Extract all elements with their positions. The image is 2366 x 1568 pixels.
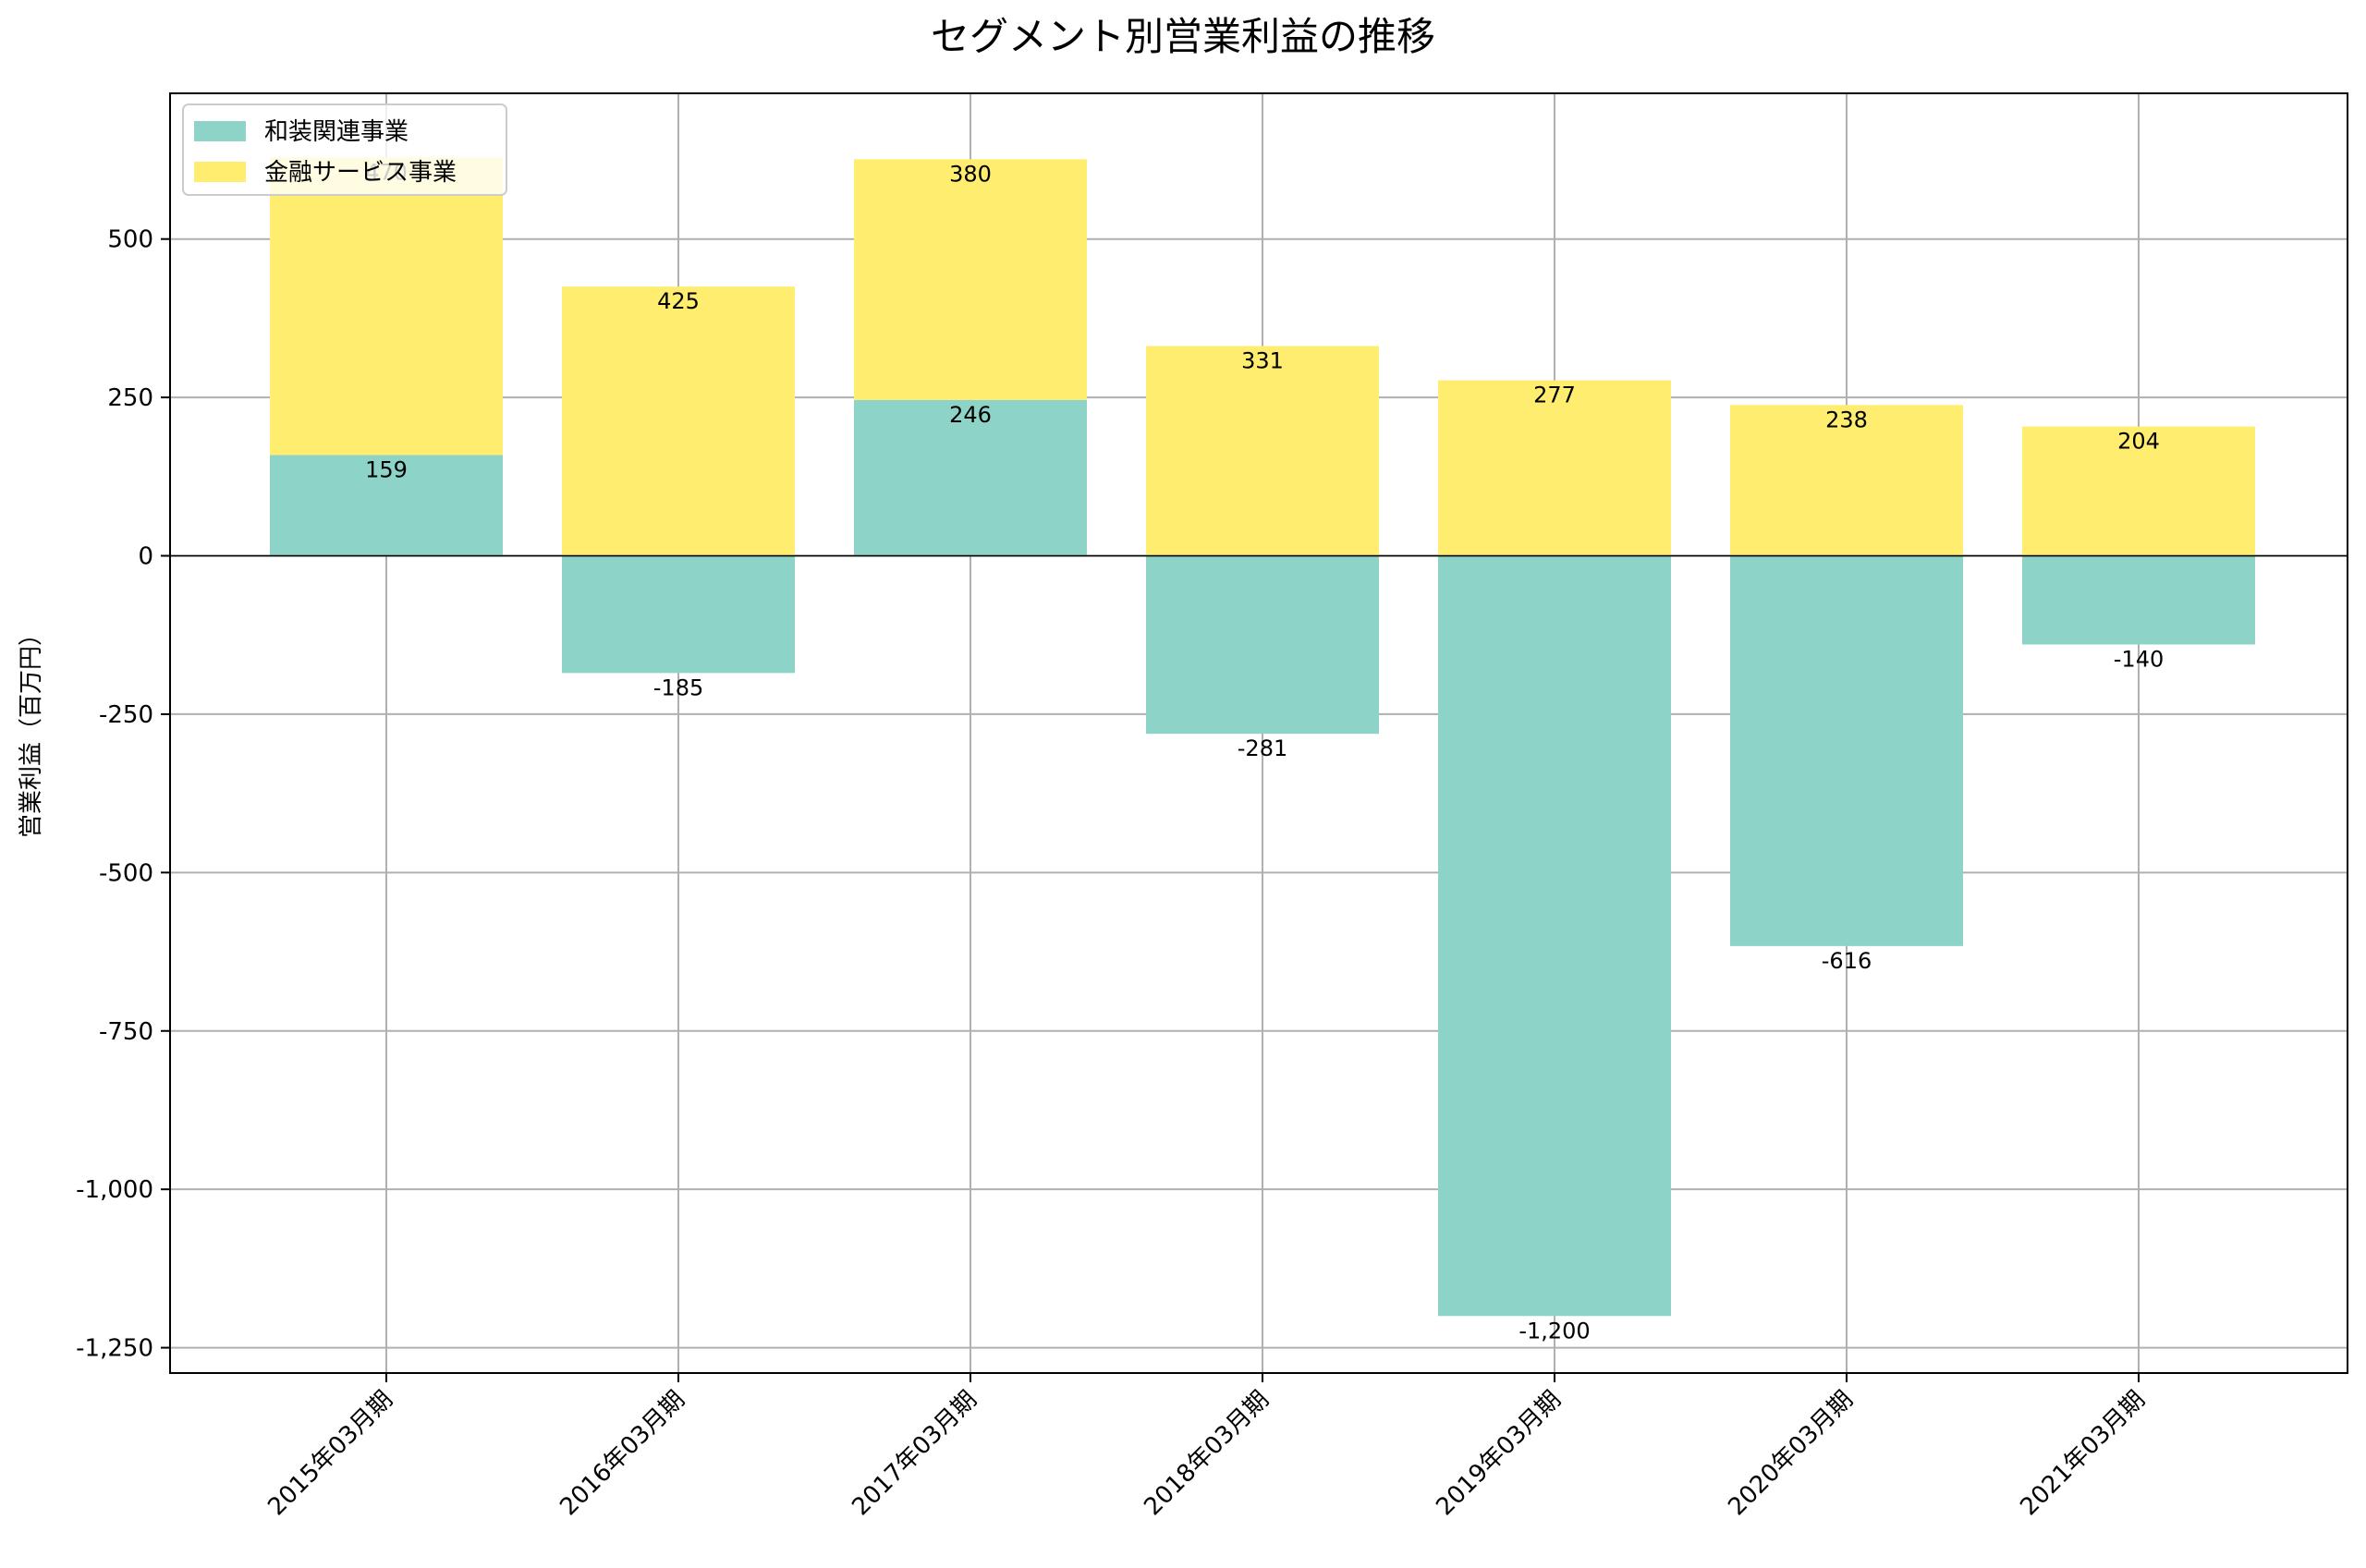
legend-label: 和装関連事業 [264, 118, 409, 146]
bar-segment-b [2022, 426, 2255, 556]
data-label: 204 [2117, 429, 2160, 455]
y-tick-label: -250 [99, 701, 153, 729]
data-label: 425 [657, 288, 700, 314]
bar-segment-a [1146, 555, 1379, 735]
legend-swatch [194, 162, 246, 182]
y-axis-label: 営業利益（百万円） [18, 622, 45, 838]
bar-segment-a [2022, 555, 2255, 645]
chart-title: セグメント別営業利益の推移 [931, 14, 1435, 59]
data-label: -281 [1238, 735, 1287, 761]
bar-segment-a [854, 399, 1087, 556]
data-label: -140 [2114, 647, 2164, 673]
data-label: -185 [653, 675, 703, 700]
data-label: 159 [365, 457, 408, 483]
bar-segment-a [1730, 555, 1963, 946]
data-label: -1,200 [1518, 1318, 1590, 1343]
bar-segment-b [562, 286, 795, 556]
y-tick-label: 500 [107, 226, 153, 254]
x-tick-label: 2021年03月期 [2015, 1386, 2151, 1522]
x-tick-label: 2020年03月期 [1723, 1386, 1859, 1522]
x-tick-label: 2016年03月期 [555, 1386, 690, 1522]
bar-segment-a [270, 455, 503, 556]
bar-segment-a [1438, 555, 1671, 1317]
y-tick-label: 250 [107, 384, 153, 412]
bar-segment-b [1730, 405, 1963, 556]
x-tick-label: 2015年03月期 [262, 1386, 398, 1522]
data-label: 277 [1533, 383, 1576, 408]
y-tick-label: -1,000 [76, 1176, 153, 1204]
bar-segment-a [562, 555, 795, 674]
y-tick-label: -750 [99, 1018, 153, 1046]
y-tick-label: 0 [138, 543, 153, 571]
bar-layer [270, 157, 2255, 1317]
data-label: 238 [1825, 407, 1868, 432]
x-tick-label: 2018年03月期 [1139, 1386, 1274, 1522]
data-label: 380 [949, 161, 992, 187]
bar-segment-b [854, 159, 1087, 400]
data-label: 246 [949, 402, 992, 428]
data-label: 331 [1241, 348, 1284, 374]
bar-segment-b [270, 157, 503, 456]
y-tick-label: -1,250 [76, 1335, 153, 1363]
legend-swatch [194, 121, 246, 141]
data-label: -616 [1822, 948, 1872, 974]
y-tick-label: -500 [99, 859, 153, 887]
plot-frame [169, 92, 2348, 1374]
legend-label: 金融サービス事業 [264, 159, 457, 187]
x-tick-label: 2017年03月期 [847, 1386, 982, 1522]
legend-box [182, 103, 507, 196]
bar-segment-b [1146, 346, 1379, 556]
bar-segment-b [1438, 380, 1671, 556]
x-tick-label: 2019年03月期 [1431, 1386, 1567, 1522]
